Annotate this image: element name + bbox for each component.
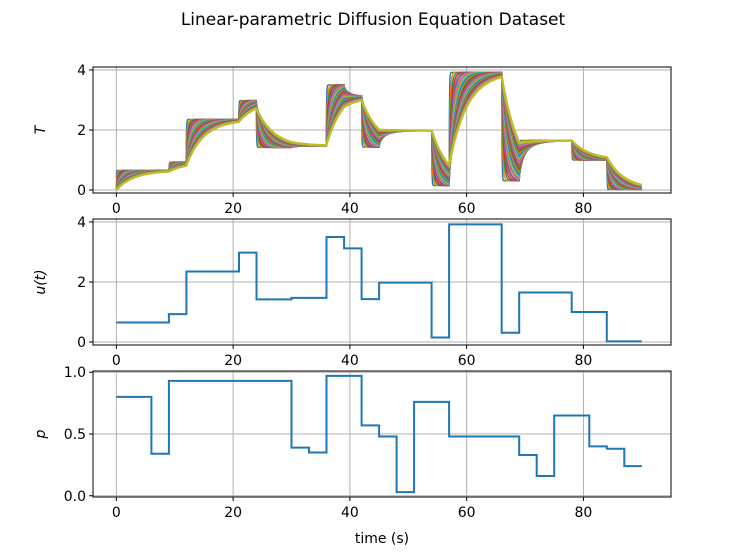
- x-tick-label: 80: [575, 505, 593, 521]
- p-series-line: [116, 374, 642, 494]
- x-tick-label: 40: [341, 353, 359, 369]
- chart-title: Linear-parametric Diffusion Equation Dat…: [181, 10, 566, 30]
- y-tick-label: 1.0: [64, 365, 86, 381]
- y-tick-label: 0: [77, 335, 86, 351]
- y-tick-label: 2: [77, 275, 86, 291]
- y-axis-label-T: T: [33, 124, 49, 134]
- x-tick-label: 40: [341, 505, 359, 521]
- panel-parameter: 0 20 40 60 80 0.0 0.5 1.0 p: [33, 365, 672, 521]
- y-axis-label-u: u(t): [33, 269, 49, 294]
- panel-temperature: 0 20 40 60 80 0 2 4 T: [33, 63, 672, 217]
- temperature-series-line: [115, 75, 643, 191]
- plot-area-T: [115, 71, 643, 191]
- x-tick-label: 80: [575, 353, 593, 369]
- plot-area-p: [116, 374, 642, 494]
- x-tick-label: 60: [458, 201, 476, 217]
- u-series-line: [116, 223, 642, 343]
- x-tick-label: 80: [575, 201, 593, 217]
- x-tick-label: 0: [112, 353, 121, 369]
- y-tick-label: 4: [77, 63, 86, 79]
- x-tick-label: 20: [224, 505, 242, 521]
- x-tick-label: 60: [458, 505, 476, 521]
- y-tick-label: 2: [77, 123, 86, 139]
- x-tick-label: 40: [341, 201, 359, 217]
- y-tick-label: 0: [77, 183, 86, 199]
- y-tick-label: 4: [77, 215, 86, 231]
- x-tick-label: 60: [458, 353, 476, 369]
- x-tick-label: 0: [112, 201, 121, 217]
- plot-area-u: [116, 223, 642, 343]
- panel-input: 0 20 40 60 80 0 2 4 u(t): [33, 215, 672, 369]
- y-tick-label: 0.0: [64, 489, 86, 505]
- y-tick-label: 0.5: [64, 427, 86, 443]
- x-tick-label: 20: [224, 353, 242, 369]
- x-tick-label: 0: [112, 505, 121, 521]
- x-tick-label: 20: [224, 201, 242, 217]
- y-axis-label-p: p: [33, 429, 49, 439]
- x-axis-label: time (s): [355, 531, 409, 547]
